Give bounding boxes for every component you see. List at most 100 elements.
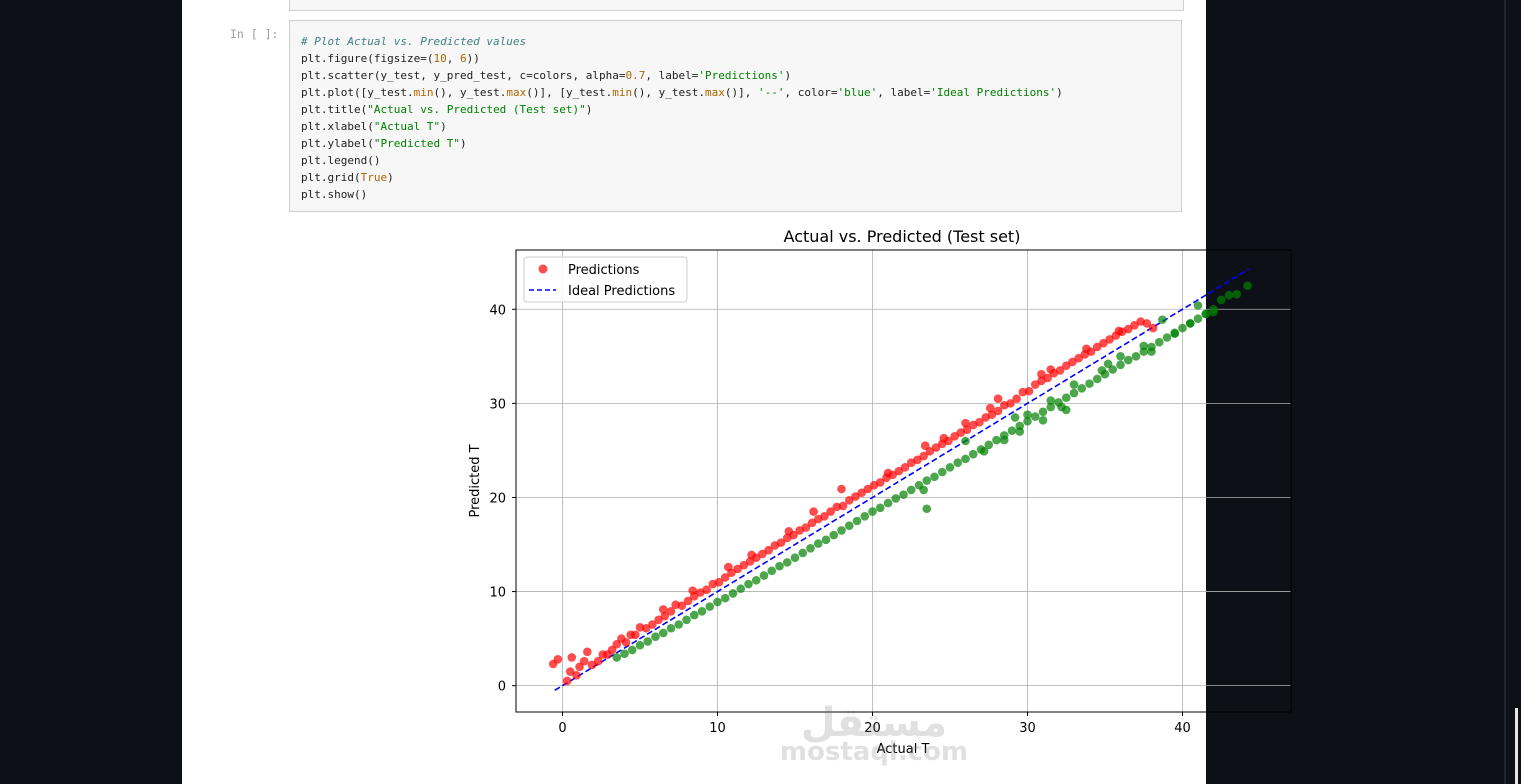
chart-title: Actual vs. Predicted (Test set) (784, 227, 1021, 246)
scatter-point (1038, 416, 1048, 425)
scatter-point (906, 485, 916, 495)
scatter-point (992, 435, 1001, 445)
code-token: ) (387, 171, 394, 184)
x-tick-label: 20 (864, 721, 881, 736)
scatter-point (553, 655, 563, 664)
scatter-point (784, 527, 794, 536)
scatter-point (883, 498, 893, 508)
scatter-point (744, 579, 753, 589)
code-editor[interactable]: # Plot Actual vs. Predicted values plt.f… (301, 33, 1063, 203)
code-cell[interactable]: # Plot Actual vs. Predicted values plt.f… (289, 20, 1182, 212)
code-token: plt.show() (301, 188, 368, 201)
ideal-predictions-line (554, 268, 1250, 692)
scatter-point (1130, 320, 1139, 330)
scatter-point (689, 610, 699, 620)
scatter-point (1201, 309, 1211, 319)
scatter-point (674, 620, 684, 629)
scatter-point (883, 468, 893, 478)
y-tick-label: 30 (489, 397, 506, 412)
scatter-point (782, 558, 792, 567)
scatter-point (1046, 365, 1056, 374)
scatter-point (660, 611, 670, 621)
code-token: '--' (758, 86, 785, 99)
code-token: # Plot Actual vs. Predicted values (301, 35, 527, 48)
scatter-point (728, 589, 738, 598)
scatter-point (1185, 319, 1195, 328)
scatter-point (1147, 347, 1156, 356)
scatter-point (1154, 337, 1164, 347)
scatter-point (1037, 369, 1046, 379)
code-line: plt.show() (301, 188, 367, 201)
scatter-point (852, 516, 862, 526)
code-token: ) (585, 103, 593, 116)
scatter-point (666, 607, 676, 616)
code-token: "Predicted T" (373, 137, 460, 150)
scatter-point (593, 656, 603, 666)
scatter-point (724, 562, 733, 572)
scatter-point (1099, 338, 1108, 348)
scatter-point (1006, 399, 1015, 408)
scatter-point (1116, 360, 1125, 370)
x-tick-label: 10 (709, 721, 726, 736)
scatter-point (1061, 405, 1071, 415)
scatter-point (1046, 402, 1056, 412)
scatter-point (1092, 342, 1102, 352)
scatter-point (820, 511, 829, 521)
code-token: ) (1056, 86, 1063, 99)
legend-label-predictions: Predictions (568, 263, 640, 278)
code-line: # Plot Actual vs. Predicted values (301, 35, 526, 48)
scatter-point (643, 637, 653, 646)
code-token: min (413, 86, 434, 99)
code-token: , label= (645, 69, 699, 82)
code-token: , label= (877, 86, 931, 99)
code-token: plt.figure(figsize=( (301, 52, 434, 65)
scatter-point (682, 615, 691, 625)
scatter-point (1038, 407, 1048, 417)
scatter-point (961, 418, 970, 428)
scatter-point (736, 584, 746, 594)
previous-cell[interactable] (289, 0, 1184, 11)
scatter-point (1092, 374, 1102, 384)
y-tick-label: 0 (498, 680, 506, 695)
scatter-point (1007, 426, 1017, 435)
scatter-point (1131, 352, 1141, 361)
scatter-point (658, 628, 668, 638)
scatter-point (631, 630, 640, 640)
scatter-point (587, 660, 597, 670)
code-token: min (612, 86, 633, 99)
code-line: plt.figure(figsize=(10, 6)) (301, 52, 480, 65)
scatter-point (984, 440, 994, 450)
plot-frame (515, 249, 1292, 713)
scatter-point (565, 667, 575, 676)
scatter-point (961, 454, 970, 464)
scatter-point (922, 476, 932, 485)
scatter-point (837, 484, 846, 494)
scatter-point (612, 653, 622, 662)
code-token: True (360, 171, 388, 184)
scatter-point (798, 548, 808, 558)
scatter-point (826, 507, 835, 516)
code-line: plt.title("Actual vs. Predicted (Test se… (301, 103, 592, 116)
scatter-point (1162, 333, 1172, 342)
scatter-point (764, 545, 773, 555)
scatter-point (720, 593, 730, 603)
scatter-point (857, 488, 866, 498)
scatter-point (1097, 366, 1107, 375)
code-token: )) (466, 52, 480, 65)
code-token: plt.plot([y_test. (301, 86, 414, 99)
scatter-point (1116, 352, 1125, 361)
scatter-point (931, 443, 941, 452)
scatter-point (919, 451, 928, 461)
chart-legend: Predictions Ideal Predictions (523, 256, 688, 303)
scrollbar-thumb[interactable] (1515, 708, 1518, 784)
scatter-point (987, 410, 997, 419)
scatter-point (844, 521, 854, 530)
code-token: max (506, 86, 527, 99)
scatter-point (567, 653, 577, 662)
scrollbar-track[interactable] (1504, 0, 1506, 784)
scatter-point (1077, 384, 1087, 393)
scatter-point (1209, 307, 1218, 317)
code-token: plt.scatter(y_test, y_pred_test, c=color… (301, 69, 626, 82)
scatter-point (1139, 341, 1149, 351)
scatter-point (809, 507, 818, 516)
